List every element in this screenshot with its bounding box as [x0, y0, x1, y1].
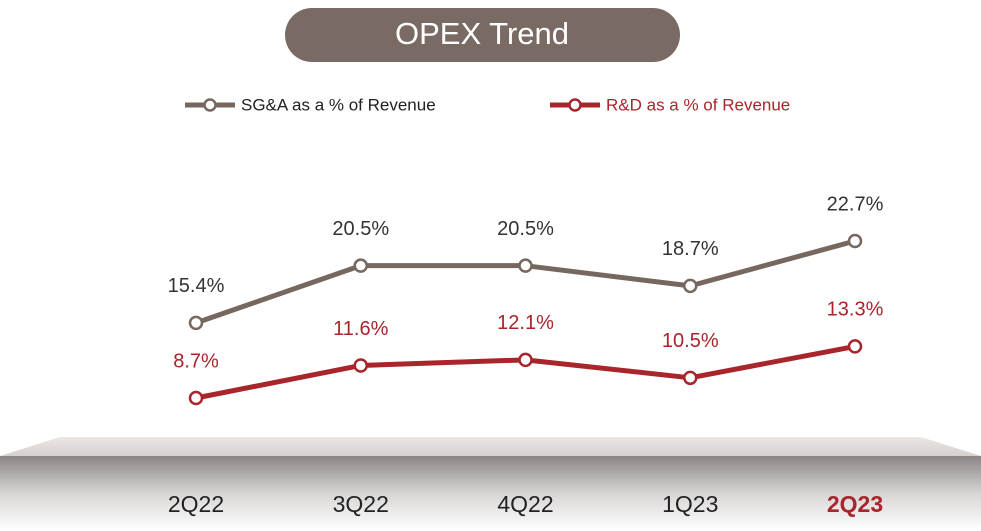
- x-tick-label: 2Q22: [168, 491, 224, 517]
- data-label: 11.6%: [333, 318, 388, 340]
- title-pill: [285, 8, 680, 62]
- line: [195, 238, 856, 326]
- x-tick-label: 3Q22: [333, 491, 389, 517]
- data-label: 20.5%: [497, 218, 554, 240]
- point: [188, 390, 204, 406]
- point: [188, 315, 204, 331]
- data-label: 18.7%: [662, 238, 719, 260]
- axis-band: [0, 456, 981, 531]
- point: [683, 278, 698, 294]
- x-tick-label: 4Q22: [497, 491, 553, 517]
- point: [518, 258, 533, 273]
- legend-label: R&D as a % of Revenue: [606, 95, 790, 114]
- point: [353, 258, 368, 273]
- x-tick-label: 1Q23: [662, 491, 718, 517]
- legend-marker: [568, 98, 582, 112]
- point: [847, 233, 863, 249]
- data-label: 10.5%: [662, 330, 719, 352]
- data-label: 20.5%: [332, 218, 389, 240]
- data-label: 12.1%: [497, 312, 554, 334]
- point: [518, 352, 533, 368]
- point: [683, 370, 698, 386]
- chart-title: OPEX Trend: [395, 16, 569, 51]
- legend: SG&A as a % of Revenue R&D as a % of Reve…: [185, 95, 790, 114]
- platform: [0, 437, 981, 456]
- x-tick-label: 2Q23: [827, 491, 883, 517]
- legend-marker: [203, 98, 217, 112]
- legend-label: SG&A as a % of Revenue: [241, 95, 436, 114]
- data-label: 15.4%: [168, 275, 225, 297]
- data-label: 22.7%: [827, 193, 884, 215]
- data-label: 13.3%: [827, 299, 884, 321]
- point: [847, 339, 863, 354]
- data-label: 8.7%: [173, 350, 219, 372]
- point: [353, 358, 368, 373]
